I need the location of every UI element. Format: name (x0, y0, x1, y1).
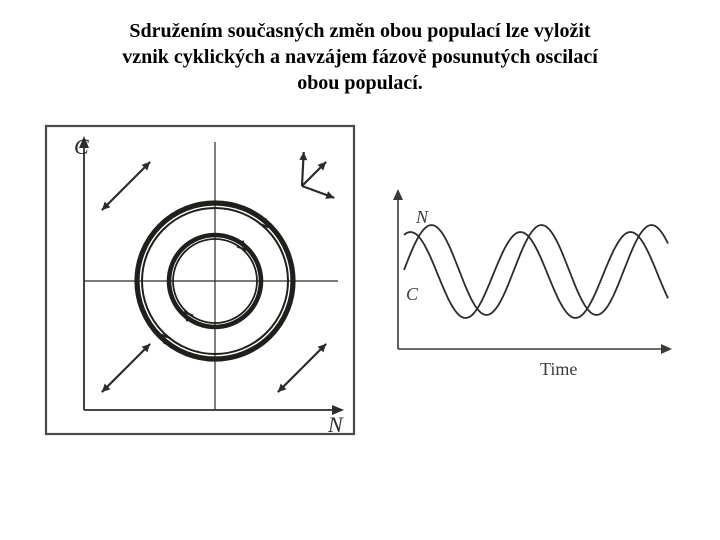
phase-y-label: C (74, 134, 89, 159)
time-series-plot: N C Time (360, 175, 680, 385)
time-x-label: Time (540, 359, 577, 379)
phase-x-label: N (327, 412, 344, 437)
series-n-label: N (415, 207, 429, 227)
series-c-label: C (406, 284, 419, 304)
title-line-1: Sdružením současných změn obou populací … (129, 20, 590, 42)
phase-plane-diagram: CN (40, 120, 360, 440)
page-title: Sdružením současných změn obou populací … (0, 0, 720, 96)
title-line-3: obou populací. (297, 72, 423, 94)
title-line-2: vznik cyklických a navzájem fázově posun… (122, 46, 598, 68)
figure-row: CN NCTime (0, 120, 720, 440)
